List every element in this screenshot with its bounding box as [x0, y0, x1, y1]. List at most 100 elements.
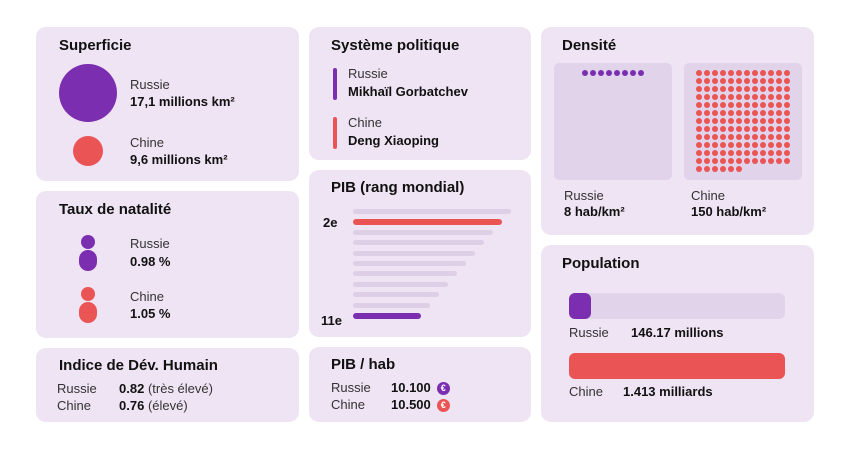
density-dot	[720, 94, 726, 100]
density-dot	[744, 78, 750, 84]
density-dot	[728, 134, 734, 140]
density-dot	[752, 102, 758, 108]
china-rank-label: 2e	[323, 215, 338, 230]
density-dot	[776, 70, 782, 76]
idh-russia-note: (très élevé)	[147, 381, 213, 396]
density-dot	[784, 158, 790, 164]
rank-bar	[353, 281, 448, 287]
density-dot	[744, 126, 750, 132]
politique-china-label: Chine	[348, 115, 382, 130]
density-dot	[784, 126, 790, 132]
density-dot	[776, 102, 782, 108]
natalite-title: Taux de natalité	[59, 201, 172, 218]
density-dot	[760, 158, 766, 164]
density-dot	[744, 134, 750, 140]
density-dot	[728, 150, 734, 156]
densite-china-value: 150 hab/km²	[691, 204, 767, 219]
density-dot	[736, 158, 742, 164]
density-dot	[712, 166, 718, 172]
density-dot	[744, 94, 750, 100]
density-dot	[760, 78, 766, 84]
densite-title: Densité	[562, 37, 617, 54]
density-dot	[712, 110, 718, 116]
density-dot	[752, 142, 758, 148]
density-dot	[760, 134, 766, 140]
density-dot	[768, 142, 774, 148]
density-dot	[776, 134, 782, 140]
density-dot	[736, 110, 742, 116]
density-dot	[712, 158, 718, 164]
density-dot	[720, 166, 726, 172]
density-dot	[776, 78, 782, 84]
russia-population-track	[569, 293, 785, 319]
density-dot	[744, 158, 750, 164]
idh-title: Indice de Dév. Humain	[59, 357, 218, 374]
politique-title: Système politique	[331, 37, 460, 54]
superficie-china-value: 9,6 millions km²	[130, 152, 228, 167]
density-dot	[768, 126, 774, 132]
natalite-russia-label: Russie	[130, 236, 170, 251]
densite-russia-label: Russie	[564, 188, 604, 203]
china-person-icon	[79, 287, 97, 323]
population-russia-value: 146.17 millions	[631, 325, 724, 340]
density-dot	[704, 166, 710, 172]
density-dot	[752, 78, 758, 84]
rank-bar	[353, 292, 439, 298]
density-dot	[736, 102, 742, 108]
density-dot	[720, 150, 726, 156]
density-dot	[622, 70, 628, 76]
density-dot	[720, 142, 726, 148]
population-card: Population Russie 146.17 millions Chine 1.…	[541, 245, 814, 422]
pib-hab-china-value: 10.500	[391, 397, 431, 412]
density-dot	[704, 126, 710, 132]
russia-area-circle	[59, 64, 117, 122]
pib-hab-russia-value: 10.100	[391, 380, 431, 395]
idh-russia-value: 0.82	[119, 381, 145, 396]
density-dot	[696, 142, 702, 148]
densite-china-label: Chine	[691, 188, 725, 203]
density-dot	[776, 94, 782, 100]
density-dot	[784, 86, 790, 92]
density-dot	[606, 70, 612, 76]
euro-icon: €	[436, 382, 450, 396]
superficie-russia-label: Russie	[130, 77, 170, 92]
density-dot	[752, 118, 758, 124]
superficie-russia-value: 17,1 millions km²	[130, 94, 235, 109]
china-accent-bar	[333, 117, 337, 149]
density-dot	[744, 102, 750, 108]
rank-bar	[353, 302, 430, 308]
density-dot	[704, 158, 710, 164]
density-dot	[784, 134, 790, 140]
density-dot	[712, 78, 718, 84]
density-dot	[784, 70, 790, 76]
idh-china-value: 0.76	[119, 398, 145, 413]
density-dot	[720, 134, 726, 140]
density-dot	[696, 94, 702, 100]
density-dot	[728, 126, 734, 132]
density-dot	[784, 78, 790, 84]
idh-russia-label: Russie	[57, 381, 97, 396]
density-dot	[760, 142, 766, 148]
density-dot	[776, 86, 782, 92]
density-dot	[768, 150, 774, 156]
density-dot	[720, 126, 726, 132]
density-dot	[736, 78, 742, 84]
density-dot	[736, 86, 742, 92]
density-dot	[728, 158, 734, 164]
density-dot	[696, 86, 702, 92]
density-dot	[728, 118, 734, 124]
politique-russia-value: Mikhaïl Gorbatchev	[348, 84, 468, 99]
density-dot	[752, 70, 758, 76]
density-dot	[728, 86, 734, 92]
density-dot	[704, 102, 710, 108]
density-dot	[704, 86, 710, 92]
density-dot	[736, 94, 742, 100]
rank-bar	[353, 229, 493, 235]
density-dot	[712, 126, 718, 132]
natalite-china-label: Chine	[130, 289, 164, 304]
density-dot	[696, 102, 702, 108]
density-dot	[768, 118, 774, 124]
density-dot	[768, 102, 774, 108]
density-dot	[712, 70, 718, 76]
idh-card: Indice de Dév. Humain Russie 0.82 (très é…	[36, 348, 299, 422]
